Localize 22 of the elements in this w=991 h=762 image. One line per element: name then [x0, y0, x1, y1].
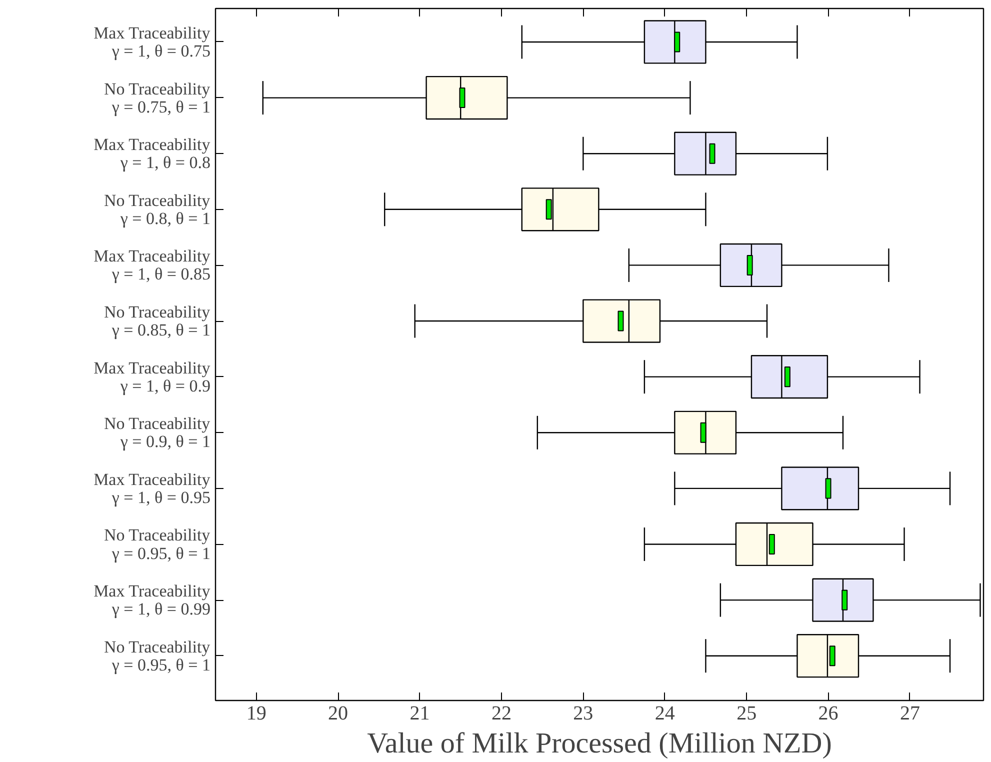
y-tick-label: Max Traceability γ = 1, θ = 0.85 — [94, 246, 211, 284]
y-tick-label: Max Traceability γ = 1, θ = 0.8 — [94, 135, 211, 172]
y-tick-label: No Traceability γ = 0.75, θ = 1 — [104, 79, 211, 116]
x-tick-label: 20 — [328, 702, 348, 724]
x-tick-label: 21 — [410, 702, 430, 724]
y-tick-label: Max Traceability γ = 1, θ = 0.95 — [94, 470, 211, 507]
y-tick-label: No Traceability γ = 0.95, θ = 1 — [104, 637, 211, 674]
y-tick-label: No Traceability γ = 0.95, θ = 1 — [104, 526, 211, 563]
x-tick-label: 22 — [491, 702, 512, 724]
y-tick-label: Max Traceability γ = 1, θ = 0.9 — [94, 358, 211, 396]
x-tick-label: 25 — [736, 702, 757, 724]
y-tick-label: No Traceability γ = 0.9, θ = 1 — [104, 414, 211, 452]
x-tick-label: 19 — [246, 702, 266, 724]
y-tick-label: No Traceability γ = 0.8, θ = 1 — [104, 190, 211, 228]
x-tick-label: 26 — [818, 702, 838, 724]
x-axis-title: Value of Milk Processed (Million NZD) — [367, 728, 832, 760]
x-tick-label: 27 — [900, 702, 920, 724]
y-tick-label: Max Traceability γ = 1, θ = 0.99 — [94, 582, 211, 619]
y-tick-label: No Traceability γ = 0.85, θ = 1 — [104, 302, 211, 340]
y-tick-label: Max Traceability γ = 1, θ = 0.75 — [94, 23, 211, 61]
x-tick-label: 24 — [654, 702, 675, 724]
x-tick-label: 23 — [573, 702, 594, 724]
